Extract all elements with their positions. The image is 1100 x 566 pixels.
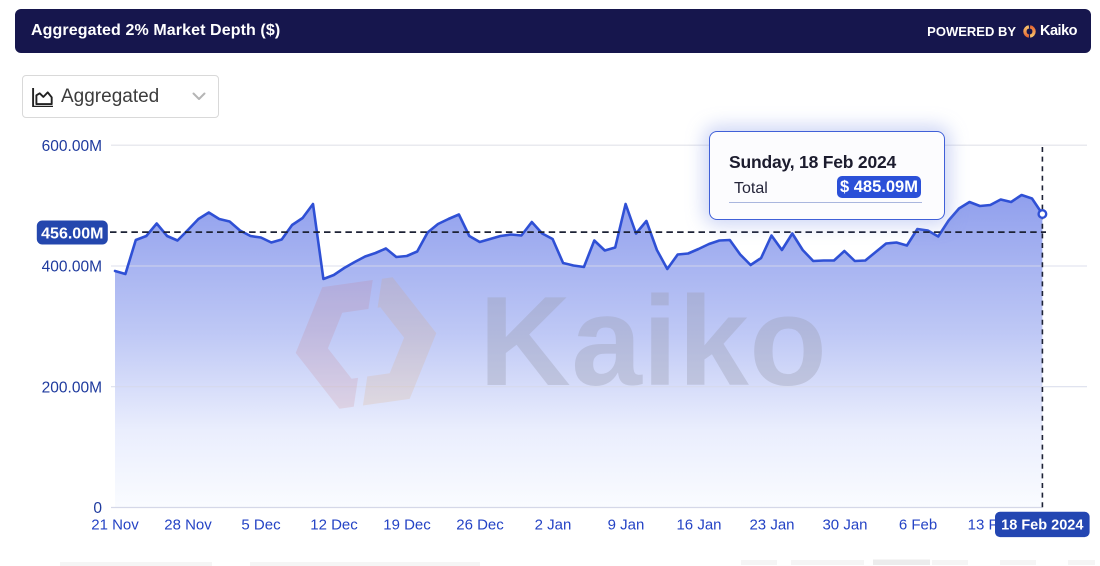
- svg-text:18 Feb 2024: 18 Feb 2024: [1001, 517, 1083, 533]
- svg-text:26 Dec: 26 Dec: [456, 517, 504, 534]
- svg-text:23 Jan: 23 Jan: [749, 517, 794, 534]
- svg-text:21 Nov: 21 Nov: [91, 517, 139, 534]
- svg-text:456.00M: 456.00M: [41, 226, 103, 243]
- svg-text:5 Dec: 5 Dec: [241, 517, 281, 534]
- svg-text:12 Dec: 12 Dec: [310, 517, 358, 534]
- svg-text:2 Jan: 2 Jan: [535, 517, 572, 534]
- svg-text:0: 0: [93, 500, 102, 517]
- svg-text:6 Feb: 6 Feb: [899, 517, 937, 534]
- svg-text:9 Jan: 9 Jan: [608, 517, 645, 534]
- svg-text:600.00M: 600.00M: [42, 138, 102, 155]
- svg-text:16 Jan: 16 Jan: [676, 517, 721, 534]
- svg-text:Kaiko: Kaiko: [479, 270, 827, 412]
- svg-text:400.00M: 400.00M: [42, 259, 102, 276]
- svg-text:28 Nov: 28 Nov: [164, 517, 212, 534]
- svg-text:200.00M: 200.00M: [42, 379, 102, 396]
- svg-text:19 Dec: 19 Dec: [383, 517, 431, 534]
- svg-text:30 Jan: 30 Jan: [822, 517, 867, 534]
